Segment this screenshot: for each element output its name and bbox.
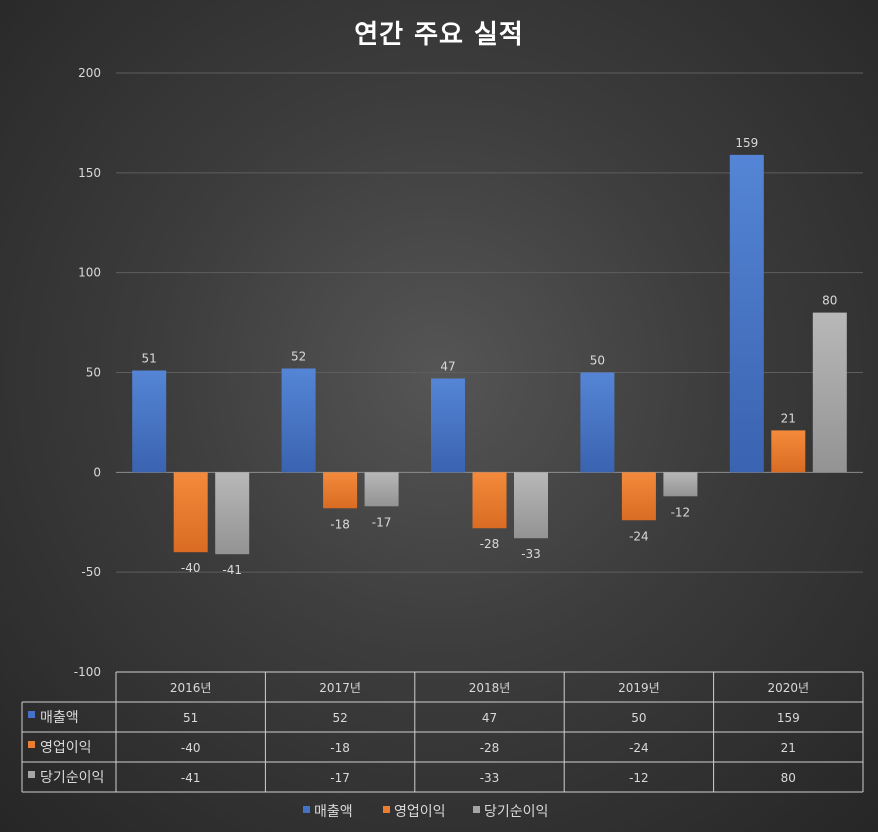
table-cell: 52 [332, 711, 347, 725]
bar-당기순이익-2017년 [364, 472, 399, 507]
table-cell: -28 [480, 741, 500, 755]
data-label: -17 [372, 515, 392, 529]
legend-item: 당기순이익 [484, 804, 548, 820]
bar-당기순이익-2018년 [514, 472, 548, 539]
table-cell: -24 [629, 741, 649, 755]
table-header-cell: 2018년 [469, 681, 511, 695]
legend-item: 매출액 [314, 804, 353, 820]
bar-매출액-2020년 [729, 154, 764, 473]
table-cell: 80 [781, 771, 796, 785]
table-cell: 159 [777, 711, 800, 725]
y-tick-label: -100 [74, 665, 101, 679]
bar-영업이익-2020년 [771, 430, 806, 473]
data-label: 21 [781, 411, 796, 425]
table-cell: -33 [480, 771, 500, 785]
data-label: 51 [142, 352, 157, 366]
legend-swatch [303, 806, 310, 813]
y-tick-label: 0 [93, 465, 101, 479]
table-cell: -41 [181, 771, 201, 785]
data-label: -18 [330, 517, 350, 531]
table-cell: -18 [330, 741, 350, 755]
table-header-cell: 2017년 [319, 681, 361, 695]
bar-당기순이익-2019년 [663, 472, 698, 497]
legend-swatch [383, 806, 390, 813]
bar-영업이익-2017년 [323, 472, 358, 509]
data-label: -41 [222, 563, 242, 577]
bars [132, 154, 847, 555]
legend-item: 영업이익 [394, 804, 446, 820]
bar-영업이익-2018년 [472, 472, 507, 529]
bar-당기순이익-2020년 [812, 312, 847, 473]
bar-영업이익-2019년 [621, 472, 656, 521]
data-label: 80 [822, 294, 837, 308]
table-header-cell: 2020년 [768, 681, 810, 695]
y-tick-label: 150 [78, 166, 101, 180]
table-series-key [28, 711, 35, 718]
data-label: 52 [291, 350, 306, 364]
data-label: 47 [440, 359, 455, 373]
y-axis: 200 150 100 50 0 -50 -100 [74, 66, 101, 679]
table-series-key [28, 741, 35, 748]
data-label: -28 [480, 537, 500, 551]
table-cell: 47 [482, 711, 497, 725]
y-tick-label: -50 [81, 565, 101, 579]
table-cell: 21 [781, 741, 796, 755]
bar-매출액-2018년 [431, 378, 465, 473]
bar-당기순이익-2016년 [215, 472, 250, 555]
y-tick-label: 200 [78, 66, 101, 80]
legend: 매출액 영업이익 당기순이익 [303, 804, 548, 820]
legend-swatch [473, 806, 480, 813]
gridlines [116, 72, 863, 573]
data-label: -40 [181, 561, 201, 575]
table-cell: -17 [330, 771, 350, 785]
chart-title: 연간 주요 실적 [354, 20, 524, 50]
table-header-cell: 2016년 [170, 681, 212, 695]
data-label: -24 [629, 529, 649, 543]
bar-영업이익-2016년 [173, 472, 208, 553]
table-row-header: 당기순이익 [40, 770, 104, 786]
table-cell: 51 [183, 711, 198, 725]
data-label: 159 [735, 136, 758, 150]
bar-매출액-2016년 [132, 370, 167, 473]
table-cell: -40 [181, 741, 201, 755]
table-row-header: 매출액 [40, 710, 79, 726]
table-series-key [28, 771, 35, 778]
table-cell: 50 [631, 711, 646, 725]
y-tick-label: 50 [86, 366, 101, 380]
data-label: -33 [521, 547, 541, 561]
bar-매출액-2017년 [281, 368, 316, 473]
bar-매출액-2019년 [580, 372, 615, 473]
data-labels: 51 52 47 50 159 -40 -18 -28 -24 21 -41 -17 -33 -12 80 [142, 136, 838, 577]
table-row-header: 영업이익 [40, 740, 92, 756]
data-label: -12 [671, 505, 691, 519]
table-cell: -12 [629, 771, 649, 785]
table-header-cell: 2019년 [618, 681, 660, 695]
y-tick-label: 100 [78, 266, 101, 280]
data-label: 50 [590, 354, 605, 368]
